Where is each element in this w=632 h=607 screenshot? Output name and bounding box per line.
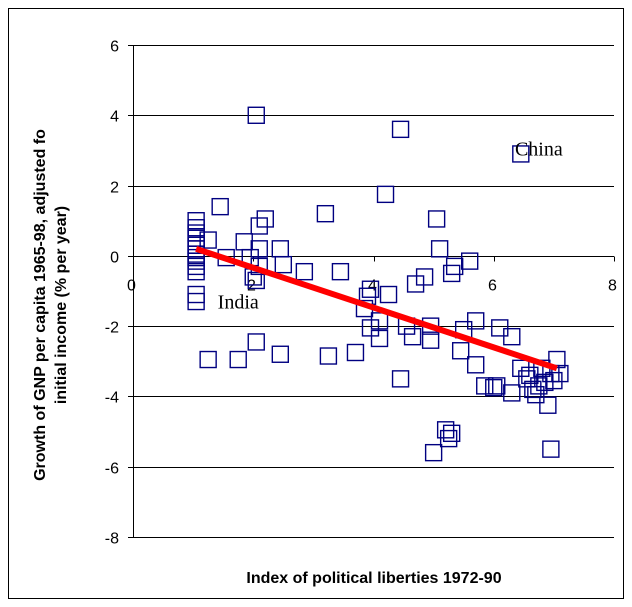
y-tick-label: -8	[105, 531, 119, 548]
data-point	[539, 396, 557, 414]
y-tick-label: 0	[110, 250, 119, 267]
data-point	[391, 370, 410, 388]
data-point	[415, 268, 434, 286]
data-point	[295, 262, 314, 281]
data-point	[427, 210, 446, 228]
data-point	[527, 385, 545, 404]
data-point	[545, 371, 563, 390]
data-point	[485, 378, 503, 397]
y-tick-label: 2	[110, 180, 119, 197]
data-point	[521, 366, 539, 385]
data-point	[199, 231, 217, 249]
data-point	[442, 264, 461, 283]
x-tick-label: 2	[247, 278, 256, 295]
data-point	[488, 377, 506, 395]
data-point	[250, 217, 268, 235]
data-point	[503, 384, 521, 402]
gridlines	[133, 45, 614, 538]
x-axis-title: Index of political liberties 1972-90	[246, 570, 501, 587]
data-point	[229, 350, 247, 369]
data-point	[430, 240, 449, 258]
data-point	[467, 312, 485, 330]
data-point	[467, 356, 485, 374]
data-point	[370, 312, 389, 330]
x-tick-labels: 0 2 4 6 8	[127, 278, 617, 295]
y-tick-label: -2	[105, 320, 119, 337]
data-point	[451, 342, 470, 360]
data-point	[346, 343, 365, 362]
data-point	[424, 443, 443, 462]
data-point	[421, 331, 440, 349]
data-point	[379, 285, 398, 304]
annotation-label: India	[218, 292, 259, 314]
data-point	[403, 327, 422, 346]
data-point	[376, 185, 395, 204]
y-tick-label: 4	[110, 109, 119, 126]
data-point	[316, 204, 335, 223]
trend-line	[195, 245, 558, 372]
data-point	[536, 373, 554, 392]
x-tick-label: 4	[368, 278, 377, 295]
x-tick-label: 6	[488, 278, 497, 295]
annotations: China India	[218, 139, 563, 314]
data-point	[250, 240, 268, 258]
data-point	[187, 262, 205, 281]
data-point	[271, 345, 290, 363]
data-point	[361, 319, 380, 337]
data-point	[530, 377, 548, 395]
data-point	[361, 280, 380, 298]
data-point	[476, 377, 494, 395]
data-point	[247, 271, 265, 290]
data-point	[256, 210, 274, 228]
y-tick-label: -6	[105, 461, 119, 478]
data-point	[491, 319, 509, 337]
y-tick-label: 6	[110, 39, 119, 56]
y-tick-labels: -8 -6 -4 -2 0 2 4 6	[105, 39, 119, 548]
y-axis-title-line-1: Growth of GNP per capita 1965-98, adjust…	[32, 129, 49, 481]
data-point	[391, 120, 410, 139]
x-tick-label: 8	[608, 278, 617, 295]
data-point	[247, 106, 265, 124]
data-point	[436, 421, 455, 439]
annotation-label: China	[515, 139, 563, 161]
data-point	[524, 380, 542, 399]
data-point	[512, 145, 530, 163]
y-axis-title: Growth of GNP per capita 1965-98, adjust…	[32, 129, 70, 481]
data-point	[331, 262, 350, 281]
y-tick-label: -4	[105, 390, 119, 407]
y-axis-title-line-2: initial income (% per year)	[53, 206, 70, 404]
data-point	[187, 292, 205, 311]
data-point	[274, 255, 293, 274]
chart-frame	[8, 8, 624, 599]
data-point	[211, 197, 229, 216]
data-point	[445, 257, 464, 276]
data-point	[247, 333, 265, 351]
x-tick-label: 0	[127, 278, 136, 295]
data-point	[503, 327, 521, 346]
trend-line-group	[195, 245, 558, 372]
data-point	[518, 370, 536, 388]
data-point	[512, 359, 530, 378]
data-point	[370, 329, 389, 348]
data-point	[319, 347, 338, 365]
data-point	[542, 440, 560, 458]
data-point	[439, 429, 458, 448]
data-point	[199, 350, 217, 369]
data-point	[551, 364, 569, 383]
data-point	[406, 275, 425, 293]
data-point	[461, 252, 479, 270]
data-point	[442, 424, 461, 443]
